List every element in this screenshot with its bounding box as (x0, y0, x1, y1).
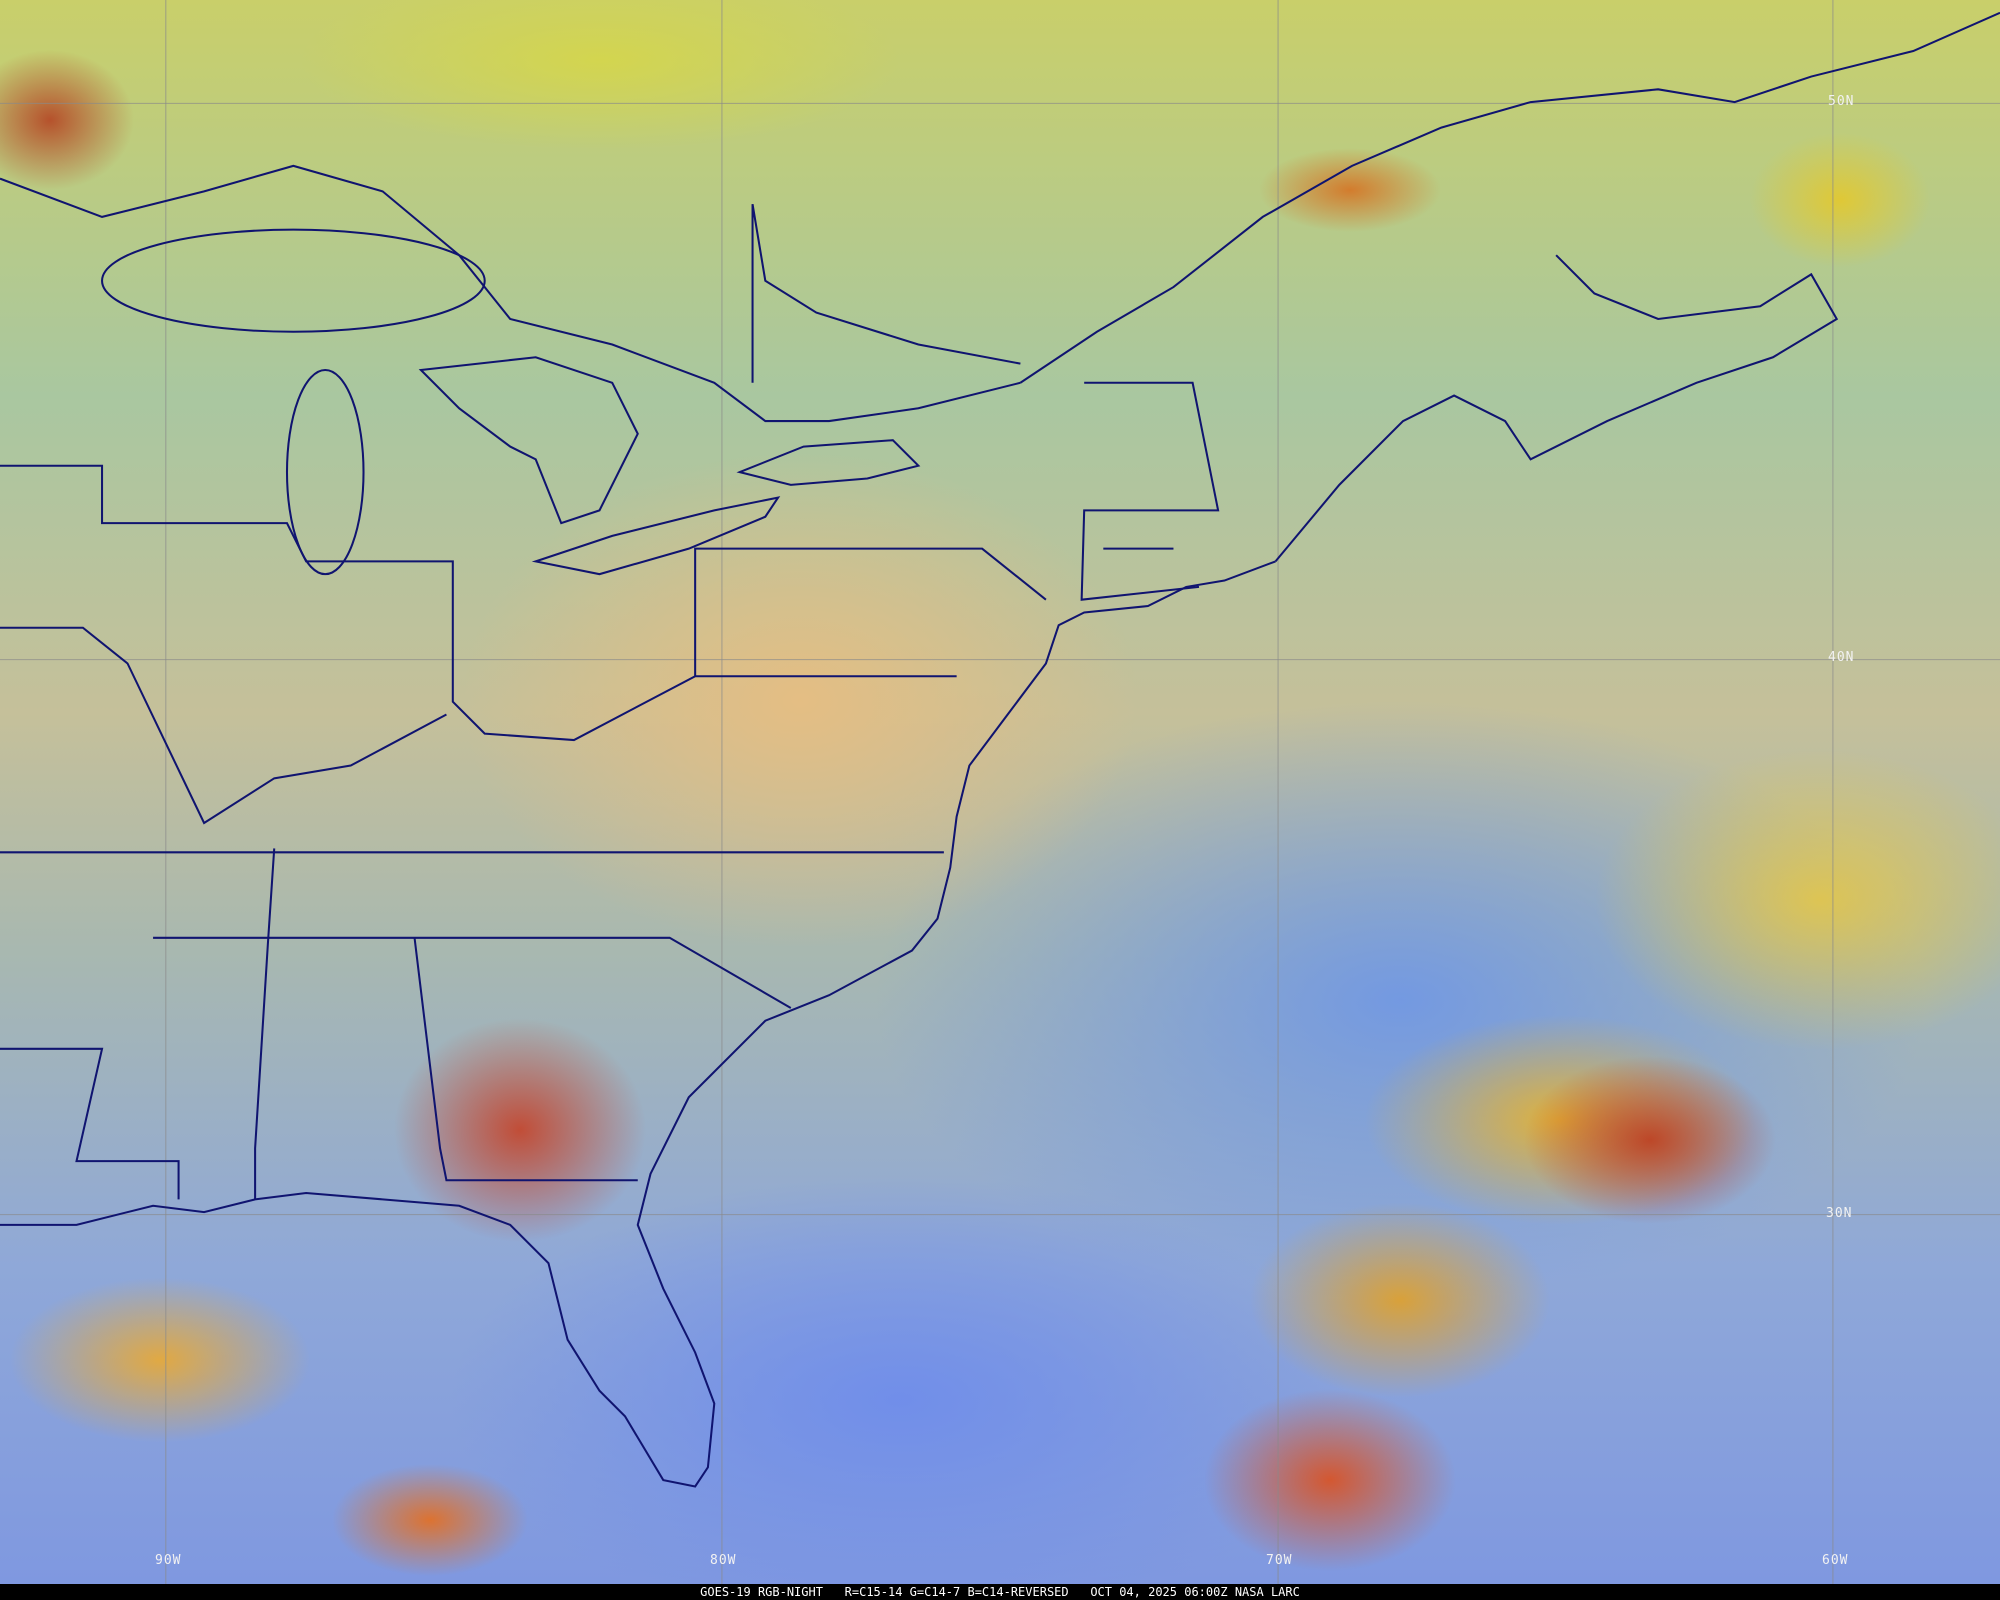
st-lawrence-coast (1019, 11, 2000, 384)
lake-huron (418, 356, 639, 525)
caption-timestamp: OCT 04, 2025 06:00Z (1090, 1585, 1228, 1599)
lon-label-90w: 90W (155, 1553, 182, 1568)
caption-recipe: R=C15-14 G=C14-7 B=C14-REVERSED (844, 1585, 1069, 1599)
lake-ontario (736, 439, 921, 486)
caption-bar: GOES-19 RGB-NIGHT R=C15-14 G=C14-7 B=C14… (0, 1584, 2000, 1600)
lon-label-80w: 80W (710, 1553, 737, 1568)
caption-satellite: GOES-19 RGB-NIGHT (700, 1585, 823, 1599)
lon-label-60w: 60W (1822, 1553, 1849, 1568)
coastlines-and-borders (0, 11, 2000, 1488)
lake-superior (101, 228, 486, 333)
lat-label-30n: 30N (1826, 1206, 1853, 1221)
lon-label-70w: 70W (1266, 1553, 1293, 1568)
caption-source: NASA LARC (1234, 1585, 1300, 1599)
lake-michigan (285, 368, 365, 576)
lat-label-40n: 40N (1828, 650, 1855, 665)
border-us-canada (0, 164, 1021, 423)
lake-erie (531, 496, 781, 576)
east-coast (0, 560, 1276, 1488)
lat-label-50n: 50N (1828, 94, 1855, 109)
maine-maritimes-coast (1274, 254, 1839, 563)
state-borders (0, 381, 1220, 1200)
